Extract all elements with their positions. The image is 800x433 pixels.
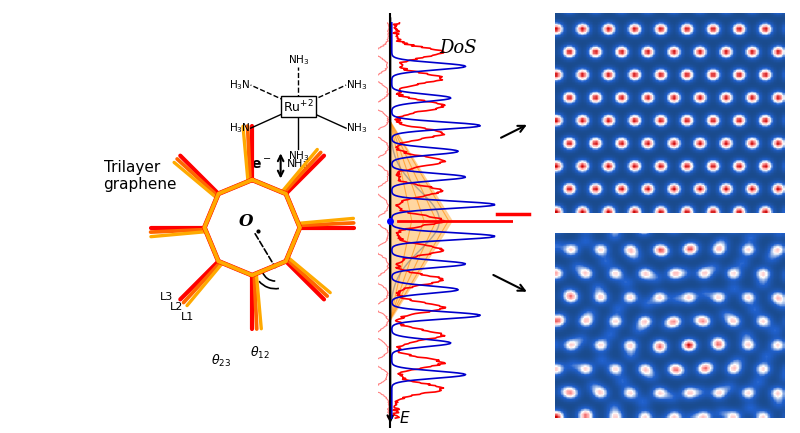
Text: L2: L2 (170, 302, 183, 312)
Text: Ru$^{+2}$: Ru$^{+2}$ (283, 98, 314, 115)
FancyArrowPatch shape (501, 126, 525, 138)
Text: DoS: DoS (439, 39, 477, 57)
Text: NH$_3$: NH$_3$ (346, 78, 367, 92)
Text: H$_3$N: H$_3$N (229, 78, 250, 92)
Text: $\theta_{23}$: $\theta_{23}$ (211, 353, 231, 369)
FancyArrowPatch shape (494, 275, 525, 291)
Text: $\theta_{12}$: $\theta_{12}$ (250, 345, 270, 361)
Text: NH$_3$: NH$_3$ (346, 121, 367, 135)
Text: H$_3$N: H$_3$N (229, 121, 250, 135)
Text: NH$_3$: NH$_3$ (288, 53, 309, 67)
Text: L1: L1 (181, 312, 194, 322)
Text: O: O (238, 213, 254, 230)
Text: e$^-$: e$^-$ (251, 157, 271, 171)
Text: NH$_3$: NH$_3$ (288, 149, 309, 163)
Text: Trilayer
graphene: Trilayer graphene (103, 160, 177, 192)
Text: NH$_3$: NH$_3$ (286, 158, 309, 171)
Text: L3: L3 (160, 292, 173, 302)
Text: $E$: $E$ (399, 410, 410, 426)
